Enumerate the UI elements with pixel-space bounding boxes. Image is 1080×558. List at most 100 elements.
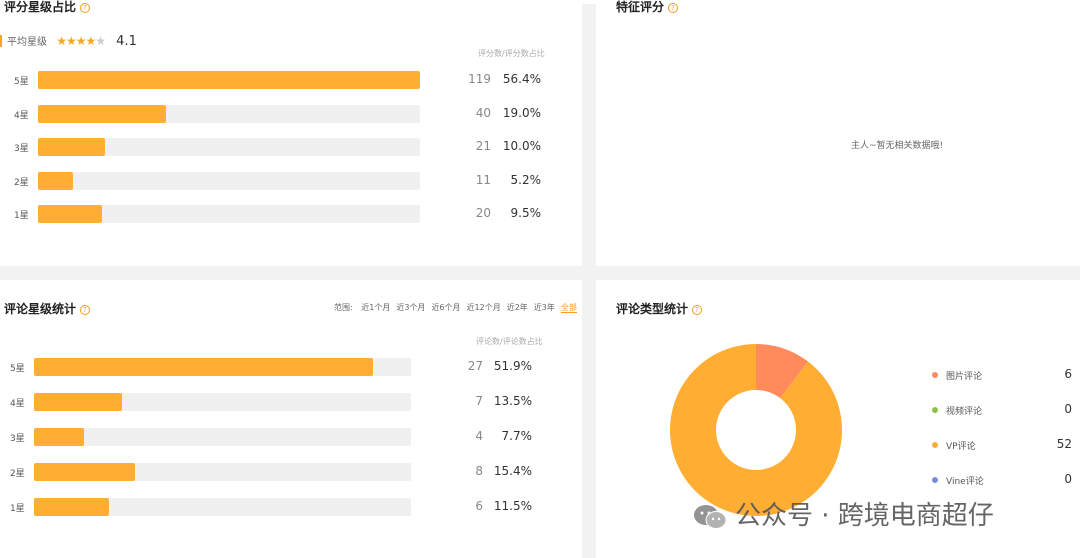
legend-dot [932,372,938,378]
star-label: 3星 [10,434,25,444]
review-star-stats-panel: 评论星级统计? 范围: 近1个月 近3个月 近6个月 近12个月 近2年 近3年 全部 评论… [0,280,582,558]
average-label: 平均星级 [7,37,47,48]
bar-fill [38,104,167,123]
count-value: 11 [475,172,491,187]
percent-value: 7.7% [501,429,533,443]
rating-row: 1星 6 11.5% [10,498,570,516]
help-icon[interactable]: ? [80,2,91,13]
count-value: 119 [468,72,491,86]
rating-row: 5星 27 51.9% [10,358,570,376]
bar-track [34,428,411,446]
count-value: 4 [475,429,483,443]
rating-row: 2星 11 5.2% [14,171,574,190]
empty-state-text: 主人~暂无相关数据哦! [851,141,944,151]
rating-row: 3星 21 10.0% [14,138,574,156]
bar-track [34,463,411,481]
star-rating-icon: ★★★★★ [56,34,106,48]
range-option[interactable]: 近6个月 [431,303,461,312]
legend-dot [932,407,938,413]
average-value: 4.1 [116,34,137,49]
rating-row: 4星 40 19.0% [14,104,574,123]
review-type-donut-chart [670,344,842,516]
panel-title: 评论星级统计? [4,300,91,317]
star-label: 1星 [14,211,29,221]
percent-value: 51.9% [493,359,532,373]
legend-item[interactable]: Vine评论 0 [932,472,1072,489]
rating-row: 4星 7 13.5% [10,393,570,411]
percent-value: 11.5% [493,499,532,513]
panel-title: 评论类型统计? [616,300,703,317]
legend-name: Vine评论 [946,477,984,487]
star-label: 2星 [14,177,29,188]
percent-value: 15.4% [493,464,532,478]
bar-track [34,498,411,516]
chart-legend: 图片评论 6 视频评论 0 VP评论 52 Vine评论 0 [932,367,1072,498]
rating-row: 5星 119 56.4% [14,71,574,89]
range-filter: 范围: 近1个月 近3个月 近6个月 近12个月 近2年 近3年 全部 [334,302,577,313]
legend-name: VP评论 [946,442,976,452]
bar-fill [34,428,85,446]
bar-fill [38,205,103,223]
panel-title: 特征评分? [616,0,679,15]
star-label: 4星 [14,110,29,121]
star-label: 5星 [10,364,25,374]
rating-row: 2星 8 15.4% [10,463,570,481]
range-option[interactable]: 全部 [560,303,577,313]
review-type-stats-panel: 评论类型统计? 图片评论 6 视频评论 0 VP评论 52 Vine评论 0 [596,280,1080,558]
wechat-icon [694,504,727,529]
bar-fill [38,171,74,190]
help-icon[interactable]: ? [692,304,703,315]
star-label: 4星 [10,399,25,409]
percent-value: 10.0% [502,139,541,153]
donut-slice[interactable] [756,344,809,399]
bar-fill [38,71,420,89]
range-option[interactable]: 近3年 [533,303,555,312]
watermark: 公众号 · 跨境电商超仔 [693,495,994,532]
bar-track [38,171,420,190]
bar-fill [34,498,110,516]
legend-item[interactable]: VP评论 52 [932,437,1072,454]
count-value: 40 [475,105,491,120]
star-label: 5星 [14,77,29,87]
donut-slice[interactable] [670,344,842,516]
legend-item[interactable]: 视频评论 0 [932,402,1072,419]
legend-name: 图片评论 [946,372,983,382]
bar-fill [34,358,374,376]
range-option[interactable]: 近2年 [506,303,528,312]
count-value: 20 [475,206,491,220]
legend-value: 0 [1064,472,1072,486]
star-label: 1星 [10,504,25,514]
bar-track [38,71,420,89]
range-option[interactable]: 近1个月 [361,303,391,312]
rating-row: 3星 4 7.7% [10,428,570,446]
feature-rating-panel: 特征评分? 主人~暂无相关数据哦! [596,0,1080,266]
bar-fill [34,393,122,411]
range-option[interactable]: 近12个月 [466,303,501,312]
bar-track [34,393,411,411]
legend-name: 视频评论 [946,407,983,417]
count-value: 27 [467,359,483,373]
count-value: 21 [475,139,491,153]
panel-title: 评分星级占比? [4,0,91,15]
bar-track [38,205,420,223]
legend-value: 0 [1064,402,1072,416]
bar-track [38,104,420,123]
column-header: 评论数/评论数占比 [476,337,543,346]
count-value: 6 [475,499,483,513]
help-icon[interactable]: ? [668,2,679,13]
legend-value: 52 [1056,437,1072,451]
bar-fill [34,463,135,481]
legend-item[interactable]: 图片评论 6 [932,367,1072,384]
percent-value: 5.2% [510,172,542,187]
help-icon[interactable]: ? [80,304,91,315]
percent-value: 19.0% [502,105,541,120]
range-option[interactable]: 近3个月 [396,303,426,312]
top-toolbar-strip [0,0,1080,4]
legend-dot [932,477,938,483]
column-header: 评分数/评分数占比 [478,49,545,58]
count-value: 7 [475,394,483,408]
range-label: 范围: [334,303,353,312]
percent-value: 13.5% [493,394,532,408]
rating-row: 1星 20 9.5% [14,205,574,223]
legend-dot [932,442,938,448]
